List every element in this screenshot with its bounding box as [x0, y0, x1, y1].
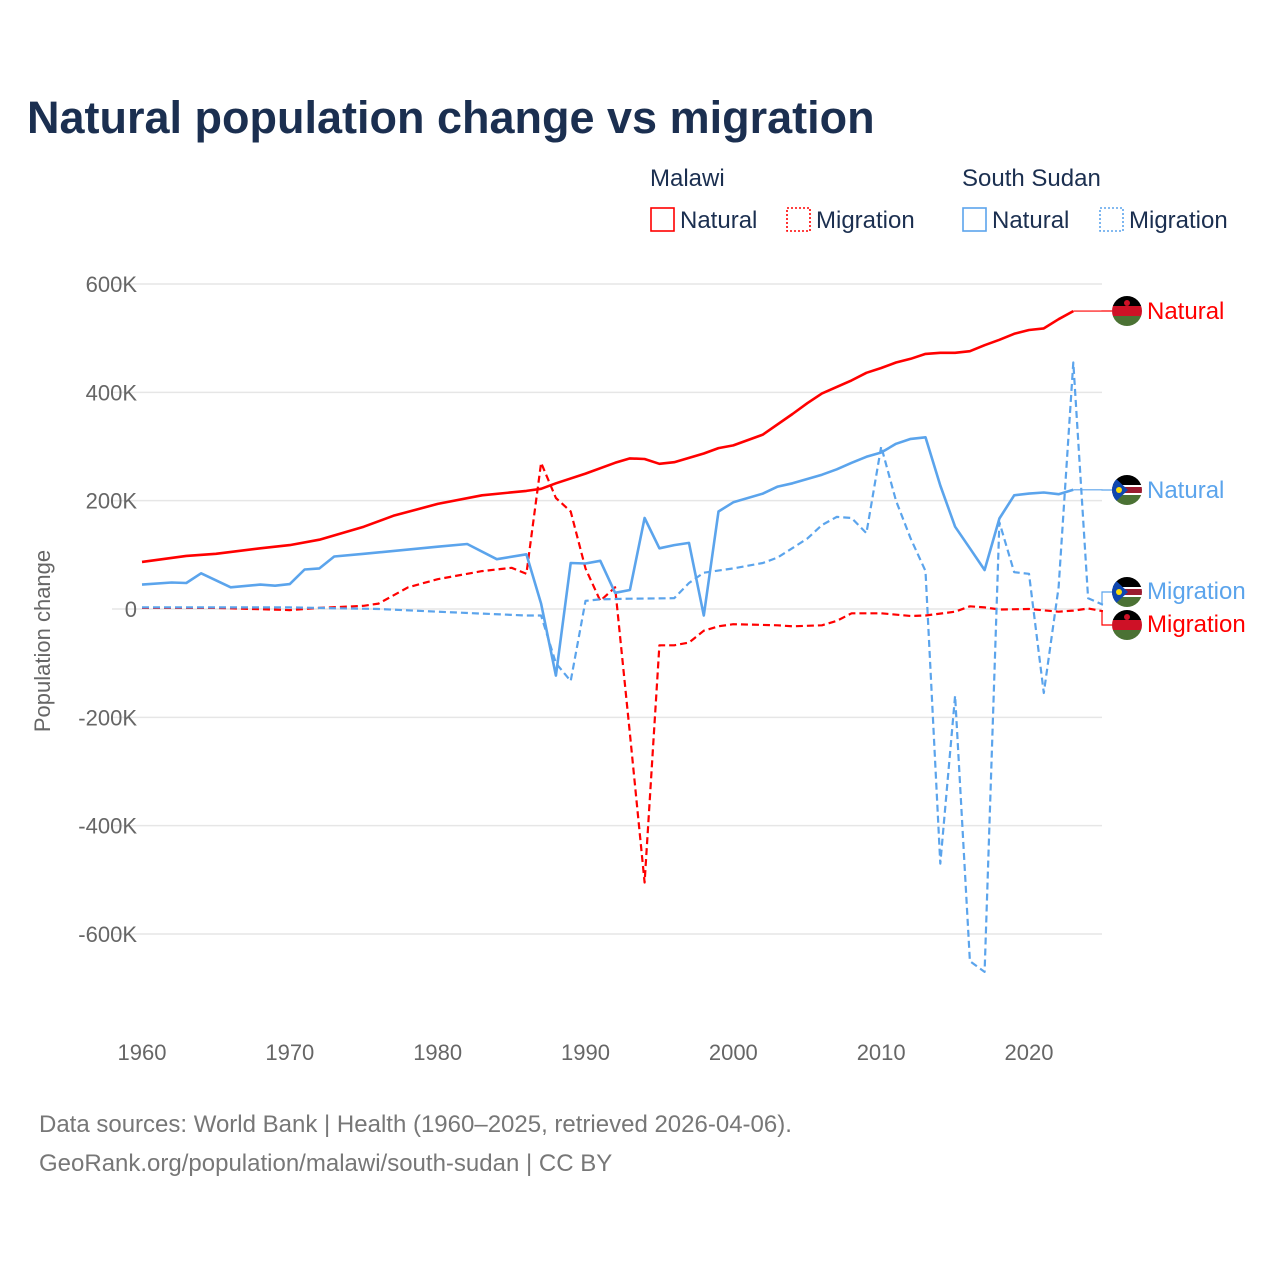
- legend-item-label[interactable]: Migration: [816, 207, 915, 234]
- y-axis-label: Population change: [30, 550, 55, 732]
- legend-item-label[interactable]: Migration: [1129, 207, 1228, 234]
- x-tick-label: 1980: [413, 1040, 462, 1065]
- label-connector: [1101, 610, 1112, 626]
- legend-group-title: Malawi: [650, 165, 725, 192]
- y-tick-label: 200K: [86, 489, 138, 514]
- malawi-flag-icon: [1112, 610, 1142, 640]
- legend-swatch[interactable]: [1099, 207, 1124, 232]
- series-lines: [141, 309, 1104, 973]
- south-sudan-flag-icon: [1112, 577, 1142, 607]
- series-line-malawi-migration: [142, 461, 1104, 884]
- series-end-label: Migration: [1147, 611, 1246, 638]
- y-tick-label: -200K: [78, 705, 137, 730]
- x-tick-label: 2000: [709, 1040, 758, 1065]
- label-connector: [1101, 591, 1112, 606]
- legend-swatch[interactable]: [786, 207, 811, 232]
- malawi-flag-icon: [1112, 296, 1142, 326]
- y-tick-label: 600K: [86, 272, 138, 297]
- y-tick-label: 400K: [86, 380, 138, 405]
- chart-title: Natural population change vs migration: [27, 92, 875, 143]
- x-tick-label: 2020: [1005, 1040, 1054, 1065]
- legend-swatch[interactable]: [962, 207, 987, 232]
- south-sudan-flag-icon: [1112, 475, 1142, 505]
- y-axis: 600K 400K 200K 0 -200K -400K -600K: [78, 272, 137, 947]
- grid: [112, 283, 1102, 935]
- y-tick-label: 0: [125, 597, 137, 622]
- x-tick-label: 1960: [118, 1040, 167, 1065]
- y-tick-label: -600K: [78, 922, 137, 947]
- series-end-label: Migration: [1147, 578, 1246, 605]
- x-axis: 1960 1970 1980 1990 2000 2010 2020: [118, 1040, 1054, 1065]
- x-tick-label: 1970: [265, 1040, 314, 1065]
- footer-source: Data sources: World Bank | Health (1960–…: [39, 1111, 792, 1138]
- legend-item-label[interactable]: Natural: [992, 207, 1069, 234]
- series-end-label: Natural: [1147, 477, 1224, 504]
- y-tick-label: -400K: [78, 814, 137, 839]
- series-line-malawi-natural: [141, 309, 1074, 564]
- legend-group-title: South Sudan: [962, 165, 1101, 192]
- legend: Malawi Natural Migration South Sudan Natural…: [650, 165, 1228, 234]
- series-end-label: Natural: [1147, 298, 1224, 325]
- end-labels: Natural Natural Migration Migration: [1073, 296, 1246, 640]
- footer-link[interactable]: GeoRank.org/population/malawi/south-suda…: [39, 1150, 612, 1177]
- legend-item-label[interactable]: Natural: [680, 207, 757, 234]
- legend-swatch[interactable]: [650, 207, 675, 232]
- x-tick-label: 2010: [857, 1040, 906, 1065]
- x-tick-label: 1990: [561, 1040, 610, 1065]
- series-line-south-sudan-natural: [141, 436, 1074, 677]
- series-line-south-sudan-migration: [142, 361, 1104, 973]
